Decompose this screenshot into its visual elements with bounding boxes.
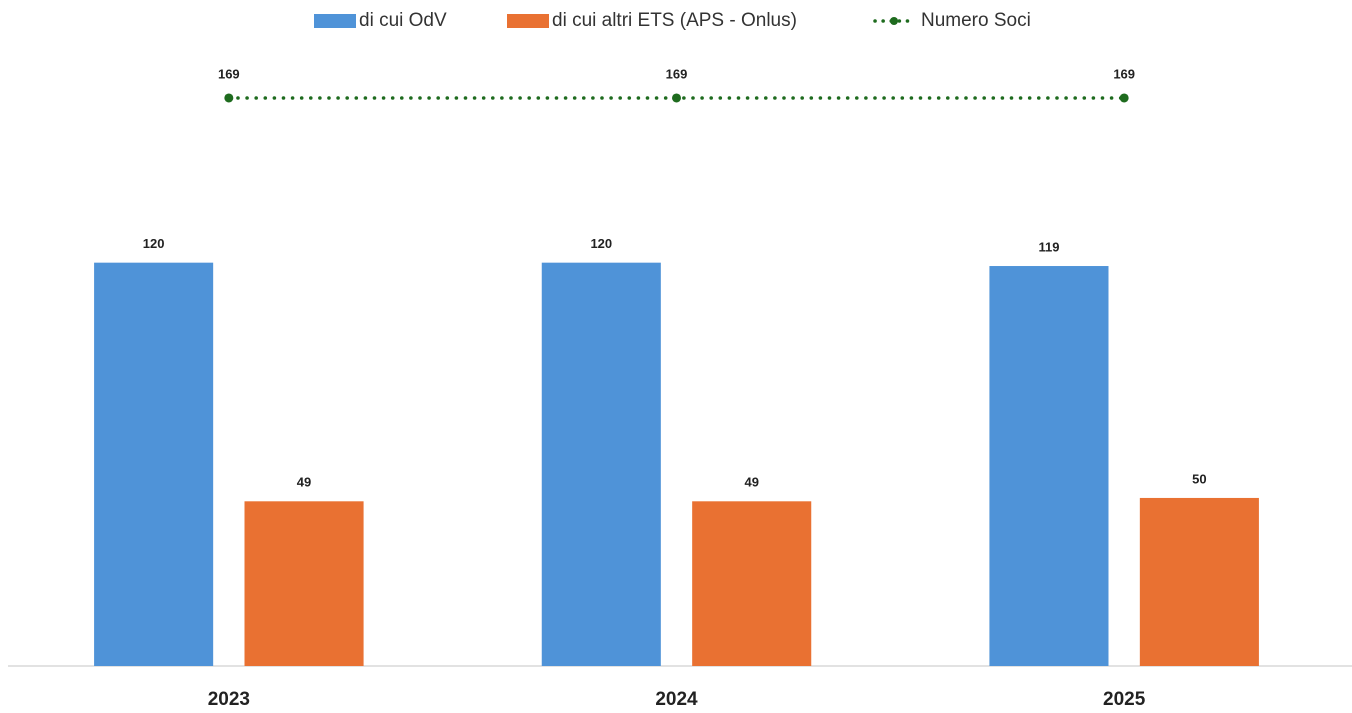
x-tick-label: 2024 xyxy=(655,689,698,710)
data-label: 169 xyxy=(218,66,240,81)
line-marker xyxy=(672,93,681,103)
data-label: 120 xyxy=(143,236,165,251)
data-label: 169 xyxy=(666,66,688,81)
data-label: 120 xyxy=(590,236,612,251)
x-tick-label: 2023 xyxy=(208,689,250,710)
data-label: 169 xyxy=(1113,66,1135,81)
legend-swatch xyxy=(890,17,898,25)
legend-label: di cui altri ETS (APS - Onlus) xyxy=(552,10,797,31)
legend-swatch xyxy=(507,14,549,28)
bar xyxy=(94,262,214,666)
bar xyxy=(692,501,812,666)
legend-swatch xyxy=(314,14,356,28)
bar xyxy=(541,262,661,666)
legend-label: di cui OdV xyxy=(359,10,447,31)
line-marker xyxy=(224,93,234,103)
bar xyxy=(244,501,364,666)
line-marker xyxy=(1119,93,1129,103)
data-label: 50 xyxy=(1192,471,1206,486)
legend-label: Numero Soci xyxy=(921,10,1031,31)
data-label: 49 xyxy=(744,475,758,490)
bar xyxy=(989,266,1109,666)
data-label: 49 xyxy=(297,475,311,490)
data-label: 119 xyxy=(1038,239,1059,254)
bar xyxy=(1139,497,1259,666)
x-tick-label: 2025 xyxy=(1103,689,1146,710)
